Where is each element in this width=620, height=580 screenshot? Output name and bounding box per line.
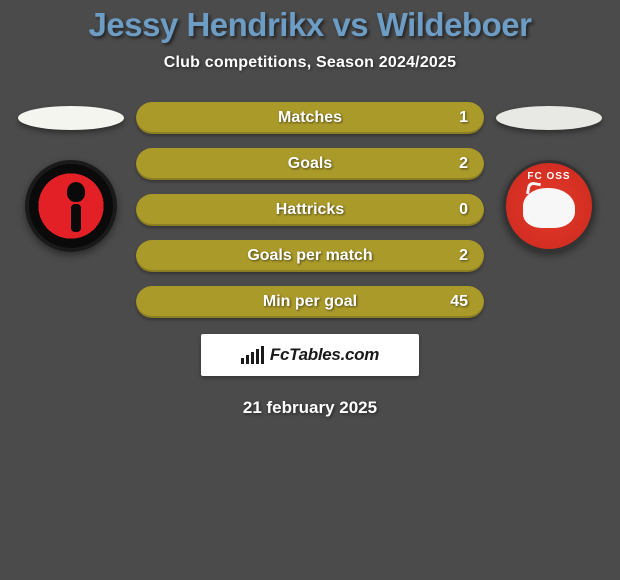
subtitle: Club competitions, Season 2024/2025 — [0, 54, 620, 72]
stat-label: Goals per match — [136, 247, 484, 265]
player-photo-right — [496, 106, 602, 130]
stat-row-matches: Matches 1 — [136, 102, 484, 134]
crest-right-label: FC OSS — [527, 171, 570, 182]
stat-label: Min per goal — [136, 293, 484, 311]
stat-label: Matches — [136, 109, 484, 127]
stat-value: 45 — [450, 293, 468, 311]
stat-label: Goals — [136, 155, 484, 173]
stat-row-goals: Goals 2 — [136, 148, 484, 180]
stat-value: 0 — [459, 201, 468, 219]
player-photo-left — [18, 106, 124, 130]
stat-value: 2 — [459, 247, 468, 265]
brand-link[interactable]: FcTables.com — [201, 334, 419, 376]
date-text: 21 february 2025 — [0, 398, 620, 418]
club-crest-right: FC OSS — [503, 160, 595, 252]
stat-row-min-per-goal: Min per goal 45 — [136, 286, 484, 318]
left-side — [16, 102, 126, 252]
page-title: Jessy Hendrikx vs Wildeboer — [0, 6, 620, 44]
club-crest-left — [25, 160, 117, 252]
chart-icon — [241, 346, 264, 364]
brand-text: FcTables.com — [270, 345, 379, 365]
right-side: FC OSS — [494, 102, 604, 252]
stat-row-goals-per-match: Goals per match 2 — [136, 240, 484, 272]
stat-value: 2 — [459, 155, 468, 173]
stat-label: Hattricks — [136, 201, 484, 219]
bull-icon — [523, 188, 575, 228]
stats-list: Matches 1 Goals 2 Hattricks 0 Goals per … — [136, 102, 484, 318]
comparison-card: Jessy Hendrikx vs Wildeboer Club competi… — [0, 0, 620, 418]
stat-row-hattricks: Hattricks 0 — [136, 194, 484, 226]
main-row: Matches 1 Goals 2 Hattricks 0 Goals per … — [0, 102, 620, 318]
stat-value: 1 — [459, 109, 468, 127]
